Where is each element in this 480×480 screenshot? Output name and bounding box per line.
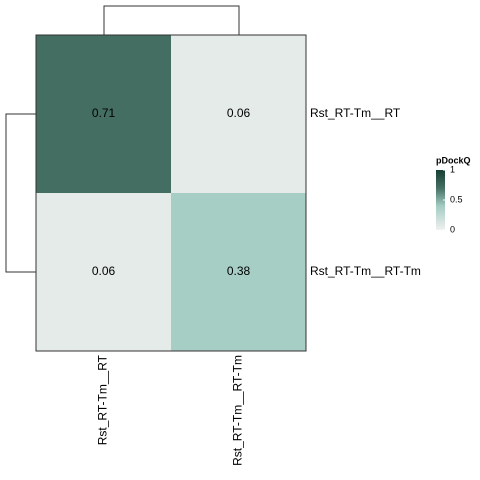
cell-label: 0.06	[92, 264, 116, 278]
row-dendrogram	[5, 113, 36, 273]
cell-label: 0.06	[227, 106, 251, 120]
legend-title: pDockQ	[436, 155, 471, 165]
row-label: Rst_RT-Tm__RT-Tm	[310, 264, 421, 278]
heatmap-cell	[36, 193, 171, 351]
colorbar-tick-label: 1	[450, 164, 455, 174]
column-dendrogram	[103, 5, 240, 35]
heatmap-cell	[36, 35, 171, 193]
heatmap-cell	[171, 35, 306, 193]
column-label: Rst_RT-Tm__RT	[96, 354, 110, 445]
row-label: Rst_RT-Tm__RT	[310, 106, 401, 120]
column-label: Rst_RT-Tm__RT-Tm	[231, 355, 245, 466]
cell-label: 0.38	[227, 264, 251, 278]
heatmap-border	[35, 34, 307, 352]
heatmap-cell	[171, 193, 306, 351]
colorbar-tick-label: 0.5	[450, 194, 463, 204]
colorbar	[436, 170, 445, 230]
cell-label: 0.71	[92, 106, 116, 120]
colorbar-tick-label: 0	[450, 224, 455, 234]
